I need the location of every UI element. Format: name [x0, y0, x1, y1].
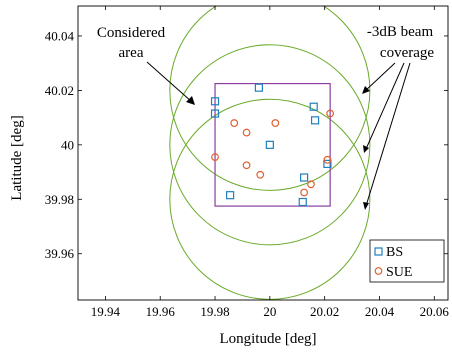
y-axis-ticks: 39.96 39.98 40 40.02 40.04: [45, 28, 448, 261]
beam-annotation: -3dB beam coverage: [362, 24, 434, 210]
x-tick-label: 19.94: [91, 304, 121, 319]
legend-sue-label: SUE: [386, 265, 412, 280]
y-axis-label: Latitude [deg]: [9, 115, 25, 200]
area-annotation-line1: Considered: [97, 25, 166, 41]
sue-point-3: [271, 119, 280, 127]
legend-box: [369, 239, 445, 283]
sue-point-5: [211, 153, 219, 161]
beam-arrow-top: [364, 62, 396, 92]
area-annotation-arrowhead: [186, 96, 195, 105]
sue-point-8: [307, 180, 315, 189]
area-annotation-arrow: [146, 61, 193, 103]
y-tick-label: 39.98: [45, 192, 74, 207]
data-points: [210, 83, 335, 207]
beam-arrow-bottom: [365, 62, 411, 207]
y-tick-label: 40: [61, 137, 74, 152]
legend: BS SUE: [369, 239, 445, 283]
bs-point-3: [254, 83, 263, 92]
beam-circle-1: [169, 6, 371, 191]
plot-frame: [77, 5, 449, 301]
x-tick-label: 20.06: [420, 304, 450, 319]
y-tick-label: 39.96: [45, 246, 75, 261]
legend-bs-label: BS: [386, 245, 403, 260]
legend-sue-marker: [374, 267, 383, 275]
sue-point-1: [230, 119, 239, 127]
sue-point-4: [326, 109, 335, 118]
sue-point-6: [242, 161, 251, 170]
x-tick-label: 19.98: [200, 304, 229, 319]
considered-area-rect: [214, 82, 331, 207]
beam-circle-3: [169, 98, 371, 300]
legend-bs-marker: [374, 247, 383, 256]
x-axis-ticks: 19.94 19.96 19.98 20 20.02 20.04 20.06: [91, 6, 450, 319]
x-tick-label: 19.96: [146, 304, 176, 319]
beam-annotation-line1: -3dB beam: [367, 24, 434, 40]
x-axis-label: Longitude [deg]: [219, 331, 316, 347]
bs-point-1: [210, 97, 220, 106]
bs-point-9: [298, 197, 307, 207]
considered-area-group: [214, 82, 331, 207]
sue-point-2: [242, 128, 251, 137]
area-annotation-line2: area: [119, 45, 144, 61]
beam-circle-2: [169, 44, 371, 246]
area-annotation: Considered area: [97, 25, 195, 105]
x-tick-label: 20.02: [310, 304, 339, 319]
y-tick-label: 40.04: [45, 28, 75, 43]
sue-point-9: [300, 188, 309, 197]
bs-point-2: [210, 109, 220, 118]
beam-arrow-middle: [365, 62, 405, 150]
bs-point-5: [309, 102, 318, 111]
bs-point-8: [300, 173, 309, 182]
beam-coverage-circles: [169, 6, 371, 300]
axes-frame: [77, 5, 449, 301]
sue-point-10: [323, 155, 332, 164]
bs-point-10: [323, 159, 332, 168]
sue-point-7: [256, 170, 265, 179]
x-tick-label: 20: [263, 304, 276, 319]
x-tick-label: 20.04: [365, 304, 395, 319]
y-tick-label: 40.02: [45, 83, 74, 98]
bs-point-4: [265, 140, 274, 149]
bs-point-7: [226, 191, 235, 200]
beam-arrowhead-middle: [363, 145, 369, 153]
beam-annotation-line2: coverage: [380, 45, 434, 61]
beam-arrowhead-top: [362, 86, 370, 94]
beam-arrowhead-bottom: [363, 202, 369, 210]
bs-point-6: [310, 116, 320, 125]
